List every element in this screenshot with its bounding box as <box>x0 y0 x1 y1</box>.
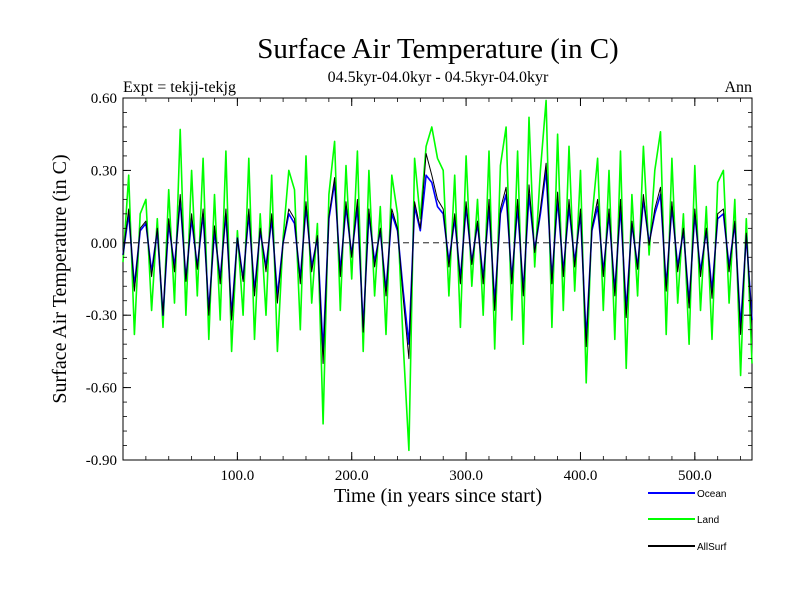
legend-label-ocean: Ocean <box>697 489 726 500</box>
x-tick-label: 300.0 <box>449 468 483 484</box>
legend-label-allsurf: AllSurf <box>697 542 727 553</box>
legend-label-land: Land <box>697 515 719 526</box>
y-tick-label: 0.00 <box>91 236 117 252</box>
plot-area: -0.90 -0.60 -0.30 0.00 0.30 0.60 100.0 200.0 300… <box>86 91 753 484</box>
chart-subtitle: 04.5kyr-04.0kyr - 04.5kyr-04.0kyr <box>328 69 549 86</box>
x-axis-label: Time (in years since start) <box>334 485 542 507</box>
y-tick-label: 0.30 <box>91 163 117 179</box>
y-tick-label: -0.90 <box>86 453 117 469</box>
x-tick-label: 200.0 <box>335 468 369 484</box>
series-line-land <box>122 99 753 452</box>
x-tick-label: 400.0 <box>564 468 598 484</box>
x-tick-label: 100.0 <box>220 468 254 484</box>
series-layer <box>122 99 753 452</box>
y-tick-label: 0.60 <box>91 91 117 107</box>
experiment-label: Expt = tekjj-tekjg <box>123 79 236 96</box>
legend: Ocean Land AllSurf <box>648 489 727 553</box>
ticks-layer: -0.90 -0.60 -0.30 0.00 0.30 0.60 100.0 200.0 300… <box>86 91 752 484</box>
plot-frame <box>122 97 753 461</box>
x-tick-label: 500.0 <box>678 468 712 484</box>
y-tick-label: -0.30 <box>86 308 117 324</box>
chart-title: Surface Air Temperature (in C) <box>257 33 618 65</box>
period-label: Ann <box>724 79 752 96</box>
series-line-allsurf <box>122 153 753 364</box>
y-axis-label: Surface Air Temperature (in C) <box>49 154 71 403</box>
y-tick-label: -0.60 <box>86 381 117 397</box>
